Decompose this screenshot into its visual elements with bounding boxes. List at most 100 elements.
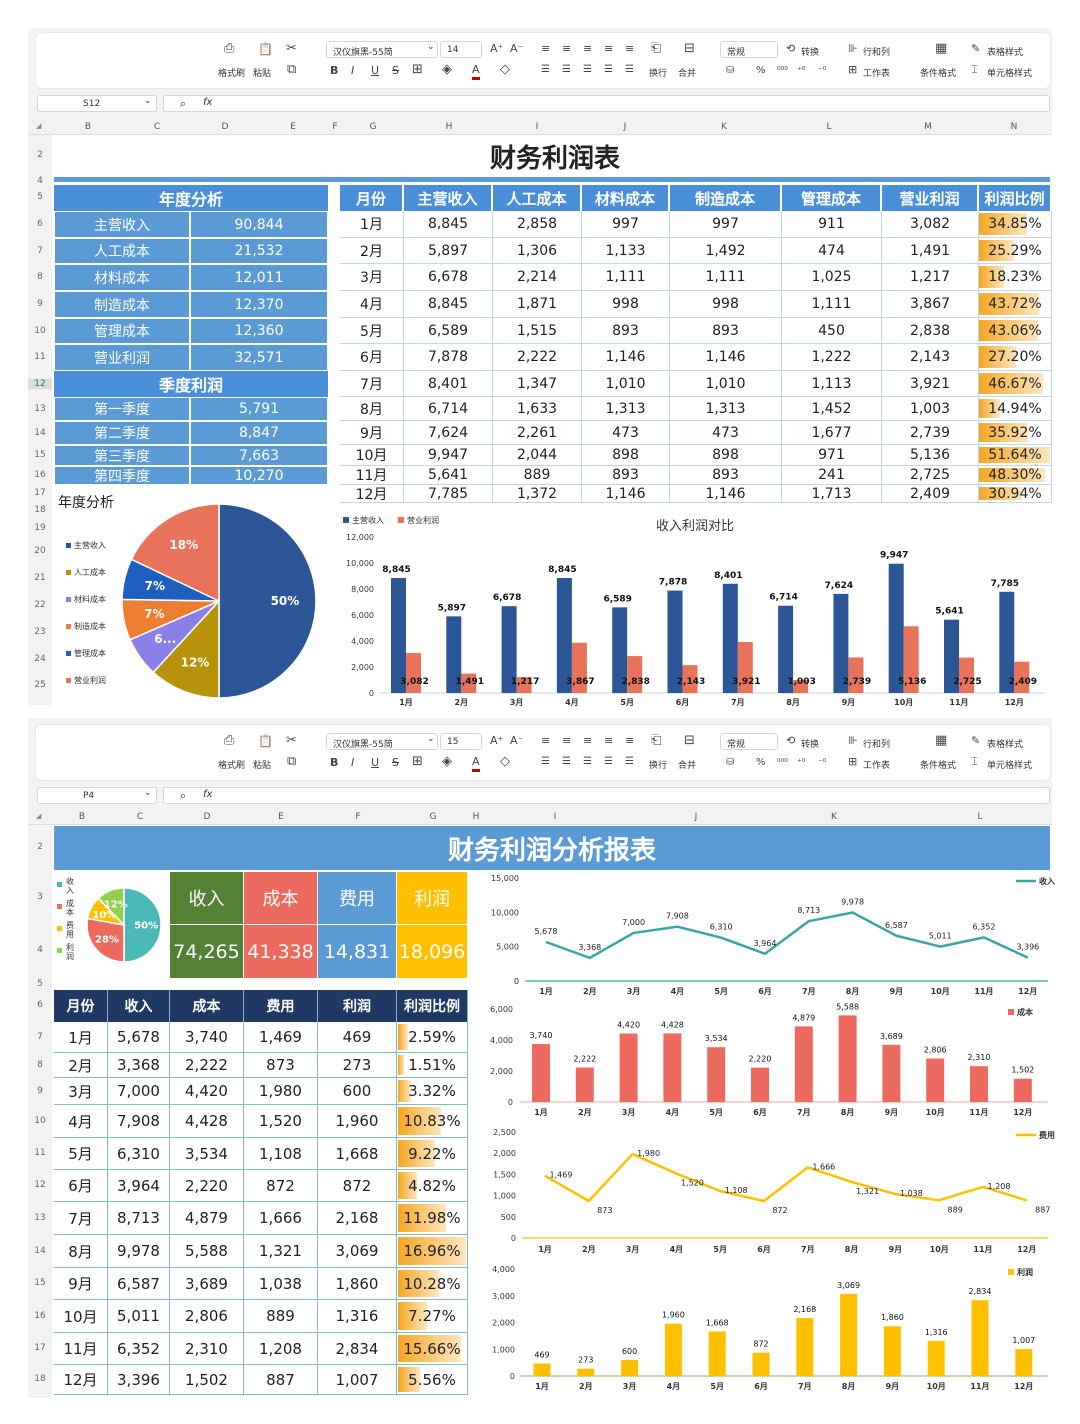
conditional-format-button[interactable]: 条件格式: [920, 761, 957, 771]
table-cell[interactable]: 3,964: [108, 1170, 170, 1202]
profit-ratio-cell[interactable]: 5.56%: [397, 1365, 468, 1395]
table-cell[interactable]: 1,113: [782, 371, 882, 397]
table-cell[interactable]: 911: [782, 211, 882, 238]
table-cell[interactable]: 2,806: [170, 1300, 244, 1333]
table-cell[interactable]: 898: [670, 445, 782, 466]
column-header-K[interactable]: K: [721, 122, 727, 132]
row-header[interactable]: 17: [34, 1343, 46, 1353]
table-cell[interactable]: 4,879: [170, 1202, 244, 1235]
increase-font-icon[interactable]: A⁺: [490, 734, 504, 747]
table-style-icon[interactable]: ✎: [971, 42, 981, 55]
table-cell[interactable]: 997: [670, 211, 782, 238]
cell-style-icon[interactable]: ⌶: [971, 755, 978, 768]
table-cell[interactable]: 2,739: [882, 421, 979, 445]
align-bottom-icon[interactable]: ≡: [583, 42, 593, 55]
column-header-B[interactable]: B: [84, 122, 92, 132]
format-painter-button[interactable]: 格式刷: [218, 69, 246, 79]
table-cell[interactable]: 8月: [340, 397, 404, 421]
table-cell[interactable]: 1,372: [493, 485, 582, 503]
row-header[interactable]: 6: [37, 219, 43, 229]
table-cell[interactable]: 3,368: [108, 1053, 170, 1078]
table-cell[interactable]: 3月: [54, 1078, 108, 1105]
format-painter-icon[interactable]: ⎙: [224, 733, 235, 748]
table-cell[interactable]: 12月: [340, 485, 404, 503]
table-cell[interactable]: 3,740: [170, 1022, 244, 1053]
currency-icon[interactable]: ⛁: [726, 757, 735, 768]
row-header[interactable]: 21: [34, 573, 46, 583]
column-header-E[interactable]: E: [290, 122, 296, 132]
fill-color-icon[interactable]: ◈: [442, 754, 452, 769]
merge-button[interactable]: 合并: [678, 69, 697, 79]
table-cell[interactable]: 971: [782, 445, 882, 466]
table-cell[interactable]: 5月: [54, 1138, 108, 1170]
table-cell[interactable]: 9,947: [404, 445, 493, 466]
format-painter-icon[interactable]: ⎙: [224, 41, 235, 56]
table-cell[interactable]: 1,146: [582, 485, 670, 503]
table-cell[interactable]: 2,725: [882, 466, 979, 485]
row-header[interactable]: 20: [34, 546, 46, 556]
table-cell[interactable]: 1,491: [882, 238, 979, 264]
align-left-icon[interactable]: ☰: [541, 64, 550, 75]
row-header[interactable]: 23: [34, 627, 46, 637]
table-cell[interactable]: 6月: [340, 344, 404, 371]
percent-icon[interactable]: %: [756, 757, 766, 768]
table-style-icon[interactable]: ✎: [971, 734, 981, 747]
profit-ratio-cell[interactable]: 25.29%: [979, 238, 1052, 264]
font-size-select[interactable]: 15: [440, 733, 482, 750]
number-format-select[interactable]: 常规: [720, 733, 778, 750]
table-cell[interactable]: 8,401: [404, 371, 493, 397]
cut-icon[interactable]: ✂: [286, 41, 297, 56]
table-cell[interactable]: 4,428: [170, 1105, 244, 1138]
table-cell[interactable]: 1,217: [882, 264, 979, 291]
thousands-icon[interactable]: ⁰⁰⁰: [777, 758, 788, 768]
row-header[interactable]: 15: [34, 1278, 46, 1288]
italic-icon[interactable]: I: [351, 756, 355, 769]
rows-cols-button[interactable]: 行和列: [863, 48, 891, 58]
column-header-G[interactable]: G: [369, 122, 377, 132]
table-cell[interactable]: 11月: [54, 1333, 108, 1365]
row-header[interactable]: 8: [37, 272, 43, 282]
indent-decrease-icon[interactable]: ≡: [604, 42, 614, 55]
profit-ratio-cell[interactable]: 9.22%: [397, 1138, 468, 1170]
indent-decrease-icon[interactable]: ≡: [604, 734, 614, 747]
table-cell[interactable]: 473: [670, 421, 782, 445]
profit-ratio-cell[interactable]: 11.98%: [397, 1202, 468, 1235]
table-cell[interactable]: 2,261: [493, 421, 582, 445]
fill-color-icon[interactable]: ◈: [442, 62, 452, 77]
table-cell[interactable]: 893: [670, 466, 782, 485]
table-cell[interactable]: 9,978: [108, 1235, 170, 1268]
table-cell[interactable]: 4月: [340, 291, 404, 318]
table-cell[interactable]: 2,168: [318, 1202, 397, 1235]
copy-icon[interactable]: ⧉: [287, 754, 297, 769]
row-header[interactable]: 25: [34, 680, 46, 690]
table-cell[interactable]: 3,396: [108, 1365, 170, 1395]
table-cell[interactable]: 6,714: [404, 397, 493, 421]
italic-icon[interactable]: I: [351, 64, 355, 77]
table-cell[interactable]: 1,146: [670, 485, 782, 503]
row-header[interactable]: 2: [37, 150, 43, 160]
table-cell[interactable]: 2月: [340, 238, 404, 264]
table-cell[interactable]: 10月: [54, 1300, 108, 1333]
table-cell[interactable]: 1,871: [493, 291, 582, 318]
conditional-format-button[interactable]: 条件格式: [920, 69, 957, 79]
table-cell[interactable]: 10月: [340, 445, 404, 466]
row-header[interactable]: 13: [34, 404, 46, 414]
font-family-select[interactable]: 汉仪旗黑-55简: [326, 733, 438, 750]
table-cell[interactable]: 1,306: [493, 238, 582, 264]
row-header[interactable]: 5: [37, 979, 43, 989]
table-cell[interactable]: 2,214: [493, 264, 582, 291]
rows-cols-icon[interactable]: ⊪: [848, 42, 858, 55]
row-header[interactable]: 2: [37, 842, 43, 852]
table-cell[interactable]: 7月: [340, 371, 404, 397]
number-format-select[interactable]: 常规: [720, 41, 778, 58]
row-header[interactable]: 7: [37, 246, 43, 256]
table-cell[interactable]: 893: [582, 318, 670, 344]
table-cell[interactable]: 889: [244, 1300, 318, 1333]
align-right-icon[interactable]: ☰: [583, 756, 592, 767]
indent-increase-icon[interactable]: ≡: [625, 734, 635, 747]
table-cell[interactable]: 898: [582, 445, 670, 466]
clear-format-icon[interactable]: ◇: [500, 754, 510, 769]
table-cell[interactable]: 7,624: [404, 421, 493, 445]
table-cell[interactable]: 12月: [54, 1365, 108, 1395]
profit-ratio-cell[interactable]: 2.59%: [397, 1022, 468, 1053]
